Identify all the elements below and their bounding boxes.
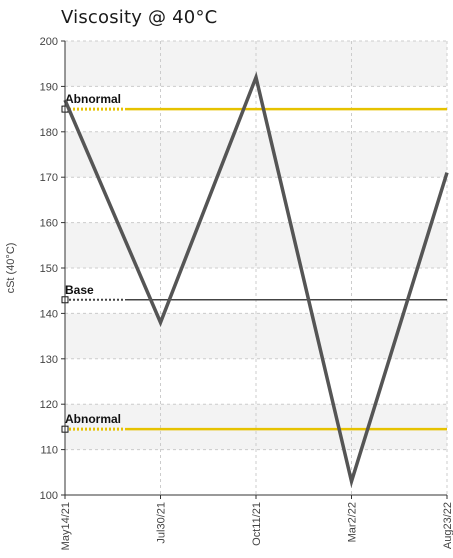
x-tick-label: Oct11/21 — [251, 502, 263, 546]
y-tick-label: 170 — [40, 172, 58, 184]
reference-lines: Abnormal Base Abnormal — [61, 92, 447, 433]
reference-label: Abnormal — [65, 92, 121, 106]
x-tick-label: May14/21 — [60, 502, 72, 550]
reference-label: Abnormal — [65, 412, 121, 426]
x-tick-label: Jul30/21 — [156, 502, 168, 544]
y-tick-label: 140 — [40, 308, 58, 320]
y-tick-label: 190 — [40, 81, 58, 93]
x-tick-labels: May14/21 Jul30/21 Oct11/21 Mar2/22 Aug23/22 — [60, 495, 453, 550]
reference-label: Base — [65, 283, 94, 297]
y-tick-label: 110 — [40, 445, 58, 457]
y-tick-label: 200 — [40, 36, 58, 48]
x-tick-label: Aug23/22 — [442, 502, 453, 549]
y-tick-label: 120 — [40, 399, 58, 411]
y-axis-label: cSt (40°C) — [5, 243, 17, 294]
x-tick-label: Mar2/22 — [347, 502, 359, 542]
chart-title: Viscosity @ 40°C — [61, 7, 218, 28]
y-tick-label: 130 — [40, 354, 58, 366]
y-tick-labels: 100 110 120 130 140 150 160 170 180 190 200 — [40, 36, 65, 502]
y-tick-label: 180 — [40, 127, 58, 139]
y-tick-label: 160 — [40, 218, 58, 230]
y-tick-label: 150 — [40, 263, 58, 275]
y-tick-label: 100 — [40, 490, 58, 502]
series-line — [63, 71, 449, 489]
